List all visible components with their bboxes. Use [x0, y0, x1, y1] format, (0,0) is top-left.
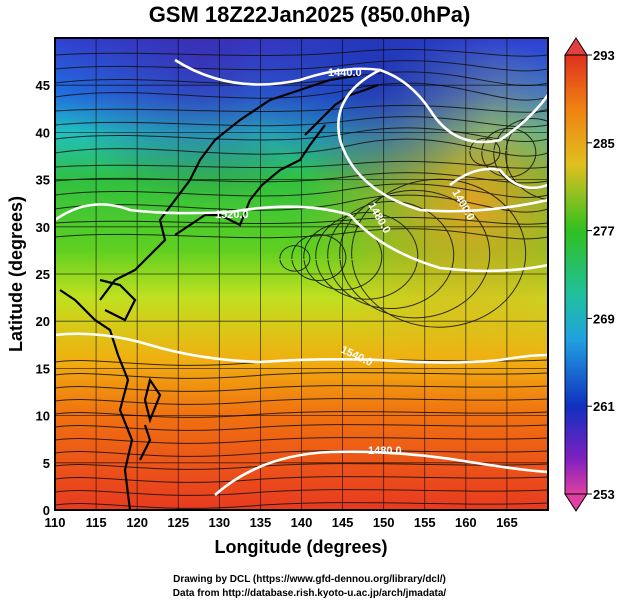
streamline: [55, 216, 548, 225]
x-tick-label: 115: [86, 515, 107, 530]
streamline: [55, 48, 548, 57]
colorbar-tick-label: 261: [593, 399, 615, 414]
streamline: [55, 82, 548, 101]
streamline: [55, 172, 548, 184]
footer-credit-drawing: Drawing by DCL (https://www.gfd-dennou.o…: [173, 574, 446, 585]
grid: [55, 38, 548, 510]
streamline: [55, 424, 548, 431]
x-tick-label: 145: [332, 515, 354, 530]
plot-frame: [54, 37, 549, 511]
y-tick-label: 0: [43, 503, 50, 518]
y-axis-ticks: 0 5 10 15 20 25 30 35 40 45: [36, 78, 50, 518]
colorbar-scale: [564, 54, 588, 495]
streamline: [55, 476, 548, 483]
streamline: [55, 502, 548, 509]
x-tick-label: 165: [496, 515, 518, 530]
colorbar-tick-label: 269: [593, 311, 615, 326]
x-tick-label: 135: [250, 515, 272, 530]
x-tick-label: 110: [45, 515, 66, 530]
y-tick-label: 20: [36, 314, 50, 329]
streamline: [279, 245, 311, 272]
colorbar-tick-label: 277: [593, 224, 615, 239]
colorbar-tick-label: 285: [593, 136, 615, 151]
streamline: [55, 127, 548, 142]
x-tick-label: 125: [167, 515, 189, 530]
x-axis-ticks: 110 115 120 125 130 135 140 145 150 155 160 165: [45, 515, 518, 530]
streamline: [55, 398, 548, 405]
y-tick-label: 10: [36, 409, 50, 424]
y-tick-label: 40: [36, 125, 50, 140]
y-axis-label: Latitude (degrees): [6, 196, 26, 352]
height-contours: [55, 58, 548, 496]
contour-label: 1520.0: [215, 209, 249, 221]
streamline: [55, 160, 548, 169]
streamline: [55, 60, 548, 72]
streamline: [315, 211, 419, 300]
streamline: [55, 372, 548, 379]
streamline: [55, 183, 548, 198]
contour-label: 1480.0: [368, 445, 402, 457]
y-tick-label: 30: [36, 220, 50, 235]
streamline: [469, 137, 501, 166]
streamline: [55, 489, 548, 496]
colorbar-tick-label: 293: [593, 48, 615, 63]
x-tick-label: 160: [455, 515, 477, 530]
temperature-field: 1440.0 1480.0 1400.0 1520.0 1540.0 1480.…: [55, 38, 548, 510]
y-tick-label: 15: [36, 361, 50, 376]
x-tick-label: 130: [208, 515, 230, 530]
x-tick-label: 140: [291, 515, 313, 530]
streamline: [327, 200, 455, 310]
x-axis-label: Longitude (degrees): [214, 537, 387, 557]
y-tick-label: 25: [36, 267, 50, 282]
streamline: [339, 189, 491, 319]
colorbar-min-arrow: [564, 493, 588, 512]
x-tick-label: 155: [414, 515, 436, 530]
colorbar-ticks: 253 261 269 277 285 293: [587, 48, 615, 502]
footer-credit-data: Data from http://database.rish.kyoto-u.a…: [172, 588, 447, 599]
map-title: GSM 18Z22Jan2025 (850.0hPa): [148, 2, 471, 27]
streamline: [55, 437, 548, 444]
streamline: [55, 228, 548, 240]
streamline: [55, 385, 548, 392]
y-tick-label: 5: [43, 456, 50, 471]
colorbar: 253 261 269 277 285 293: [564, 37, 615, 512]
streamline: [493, 118, 548, 190]
x-tick-label: 150: [373, 515, 395, 530]
streamline: [55, 411, 548, 418]
colorbar-max-arrow: [564, 37, 588, 56]
colorbar-tick-label: 253: [593, 487, 615, 502]
coastline: [59, 73, 379, 510]
contour-label: 1440.0: [328, 67, 362, 79]
streamline: [303, 223, 383, 291]
streamline: [481, 127, 537, 178]
streamline: [55, 116, 548, 128]
y-tick-label: 45: [36, 78, 50, 93]
x-tick-label: 120: [126, 515, 148, 530]
y-tick-label: 35: [36, 173, 50, 188]
streamline: [55, 450, 548, 457]
